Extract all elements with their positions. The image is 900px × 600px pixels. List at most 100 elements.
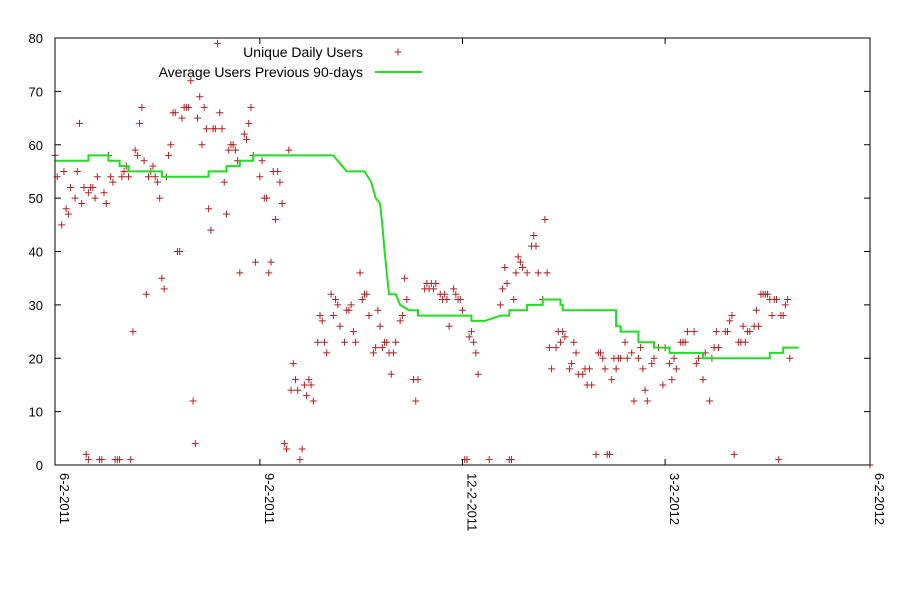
daily-users-point — [98, 456, 106, 464]
daily-users-point — [167, 141, 175, 149]
y-tick-label: 50 — [29, 191, 43, 206]
daily-users-point — [621, 338, 629, 346]
y-tick-label: 0 — [36, 458, 43, 473]
daily-users-point — [131, 146, 139, 154]
legend-marker-daily — [394, 48, 402, 56]
daily-users-point — [231, 146, 239, 154]
x-tick-label: 12-2-2011 — [465, 473, 480, 531]
daily-users-point — [118, 173, 126, 181]
daily-users-point — [496, 301, 504, 309]
daily-users-point — [723, 328, 731, 336]
daily-users-point — [64, 210, 72, 218]
legend-plus-marker — [394, 48, 402, 56]
daily-users-point — [530, 231, 538, 239]
daily-users-point — [247, 103, 255, 111]
daily-users-point — [62, 205, 70, 213]
daily-users-point — [499, 285, 507, 293]
daily-users-point — [102, 199, 110, 207]
daily-users-point — [127, 456, 135, 464]
daily-users-point — [772, 296, 780, 304]
daily-users-point — [278, 199, 286, 207]
daily-users-point — [519, 264, 527, 272]
daily-users-point — [372, 344, 380, 352]
daily-users-point — [340, 338, 348, 346]
daily-users-point — [650, 354, 658, 362]
daily-users-point — [145, 173, 153, 181]
daily-users-point — [585, 365, 593, 373]
daily-users-point — [666, 360, 674, 368]
daily-users-point — [628, 349, 636, 357]
daily-users-point — [470, 338, 478, 346]
daily-users-point — [165, 151, 173, 159]
daily-users-point — [690, 328, 698, 336]
legend-label-average: Average Users Previous 90-days — [159, 64, 363, 80]
daily-users-point — [412, 397, 420, 405]
daily-users-point — [251, 258, 259, 266]
daily-users-point — [314, 338, 322, 346]
daily-users-point — [706, 397, 714, 405]
x-tick-label: 9-2-2011 — [262, 473, 277, 524]
daily-users-point — [305, 376, 313, 384]
x-tick-label: 6-2-2012 — [872, 473, 887, 525]
daily-users-point — [185, 103, 193, 111]
daily-users-point — [107, 173, 115, 181]
y-tick-label: 80 — [29, 31, 43, 46]
daily-users-point — [109, 178, 117, 186]
daily-users-point — [200, 103, 208, 111]
daily-users-point — [280, 440, 288, 448]
daily-users-point — [318, 317, 326, 325]
daily-users-point — [786, 354, 794, 362]
daily-users-point — [534, 269, 542, 277]
daily-users-point — [153, 178, 161, 186]
daily-users-point — [398, 312, 406, 320]
daily-users-point — [728, 312, 736, 320]
daily-users-point — [643, 397, 651, 405]
daily-users-point — [699, 376, 707, 384]
daily-users-point — [374, 306, 382, 314]
daily-users-point — [597, 349, 605, 357]
average-users-line — [55, 154, 799, 360]
daily-users-point — [556, 338, 564, 346]
daily-users-point — [296, 456, 304, 464]
daily-users-point — [363, 290, 371, 298]
daily-users-point — [514, 253, 522, 261]
daily-users-point — [545, 344, 553, 352]
daily-users-point — [140, 157, 148, 165]
daily-users-point — [752, 306, 760, 314]
daily-users-point — [552, 344, 560, 352]
daily-users-point — [605, 450, 613, 458]
daily-users-point — [309, 397, 317, 405]
daily-users-point — [294, 386, 302, 394]
daily-users-point — [194, 114, 202, 122]
daily-users-point — [71, 194, 79, 202]
daily-users-point — [387, 370, 395, 378]
daily-users-point — [222, 210, 230, 218]
daily-users-point — [300, 381, 308, 389]
daily-users-point — [267, 258, 275, 266]
daily-users-point — [82, 450, 90, 458]
daily-users-point — [271, 215, 279, 223]
daily-users-point — [523, 269, 531, 277]
daily-users-point — [456, 296, 464, 304]
daily-users-point — [764, 290, 772, 298]
daily-users-point — [89, 183, 97, 191]
daily-users-point — [287, 386, 295, 394]
daily-users-point — [176, 248, 184, 255]
daily-users-point — [151, 173, 159, 181]
daily-users-point — [588, 381, 596, 389]
daily-users-point — [80, 183, 88, 191]
daily-users-point — [396, 317, 404, 325]
daily-users-point — [369, 349, 377, 357]
daily-users-point — [465, 333, 473, 341]
daily-users-point — [392, 338, 400, 346]
daily-users-point — [672, 365, 680, 373]
daily-users-point — [548, 365, 556, 373]
daily-users-point — [501, 264, 509, 272]
daily-users-point — [608, 376, 616, 384]
daily-users-point — [276, 178, 284, 186]
daily-users-point — [565, 365, 573, 373]
daily-users-point — [712, 328, 720, 336]
daily-users-point — [214, 39, 222, 47]
daily-users-point — [289, 360, 297, 368]
